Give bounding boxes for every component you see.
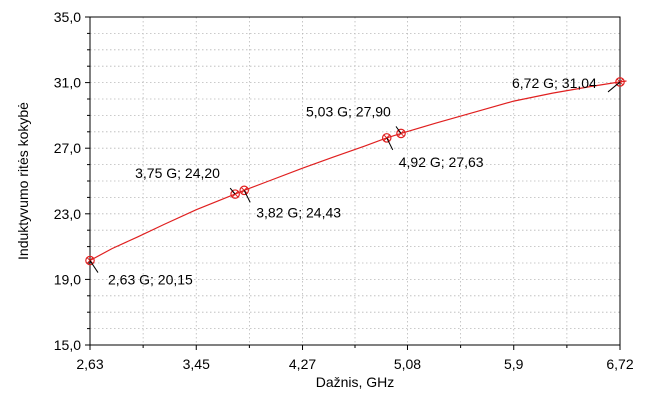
- y-tick-label: 15,0: [54, 337, 81, 353]
- x-tick-label: 6,72: [606, 356, 633, 372]
- marker-circle: [85, 255, 95, 266]
- marker-circle: [381, 133, 392, 143]
- grid: [90, 17, 620, 345]
- data-label: 5,03 G; 27,90: [306, 103, 391, 119]
- data-marker: 4,92 G; 27,63: [381, 133, 484, 170]
- data-label: 3,82 G; 24,43: [256, 204, 341, 220]
- x-tick-label: 5,08: [394, 356, 421, 372]
- annotation-leader: [607, 81, 621, 93]
- y-tick-label: 35,0: [54, 9, 81, 25]
- series-line-path: [89, 80, 627, 262]
- marker-circle: [239, 185, 250, 196]
- data-marker: 2,63 G; 20,15: [85, 255, 193, 288]
- annotation-leader: [395, 126, 402, 134]
- annotation-leader: [243, 190, 251, 203]
- y-tick-label: 23,0: [54, 206, 81, 222]
- data-label: 2,63 G; 20,15: [108, 272, 193, 288]
- x-axis-title: Dažnis, GHz: [316, 374, 395, 390]
- marker-circle: [230, 189, 240, 199]
- y-axis-title: Induktyvumo ritės kokybė: [15, 102, 31, 260]
- x-tick-label: 2,63: [76, 356, 103, 372]
- y-tick-label: 27,0: [54, 140, 81, 156]
- marker-circle: [396, 128, 406, 139]
- y-tick-label: 31,0: [54, 75, 81, 91]
- marker-circle: [615, 77, 625, 87]
- y-tick-label: 19,0: [54, 271, 81, 287]
- data-label: 6,72 G; 31,04: [512, 75, 597, 91]
- data-label: 4,92 G; 27,63: [399, 154, 484, 170]
- data-marker: 3,82 G; 24,43: [239, 185, 341, 220]
- x-tick-label: 4,27: [289, 356, 316, 372]
- x-tick-label: 5,9: [504, 356, 524, 372]
- annotation-leader: [386, 137, 394, 151]
- data-marker: 6,72 G; 31,04: [512, 75, 625, 93]
- series-line: [89, 80, 627, 262]
- data-label: 3,75 G; 24,20: [135, 165, 220, 181]
- markers: 2,63 G; 20,15 3,75 G; 24,20 3,82 G; 24,43 4…: [85, 75, 625, 288]
- annotation-leader: [89, 260, 99, 273]
- annotation-leader: [229, 187, 236, 195]
- data-marker: 5,03 G; 27,90: [306, 103, 406, 139]
- x-tick-label: 3,45: [183, 356, 210, 372]
- axis-ticks: 2,63 3,45 4,27 5,08 5,9 6,72 15,0 19,0 23,0 27,0 3…: [54, 9, 634, 372]
- data-marker: 3,75 G; 24,20: [135, 165, 240, 199]
